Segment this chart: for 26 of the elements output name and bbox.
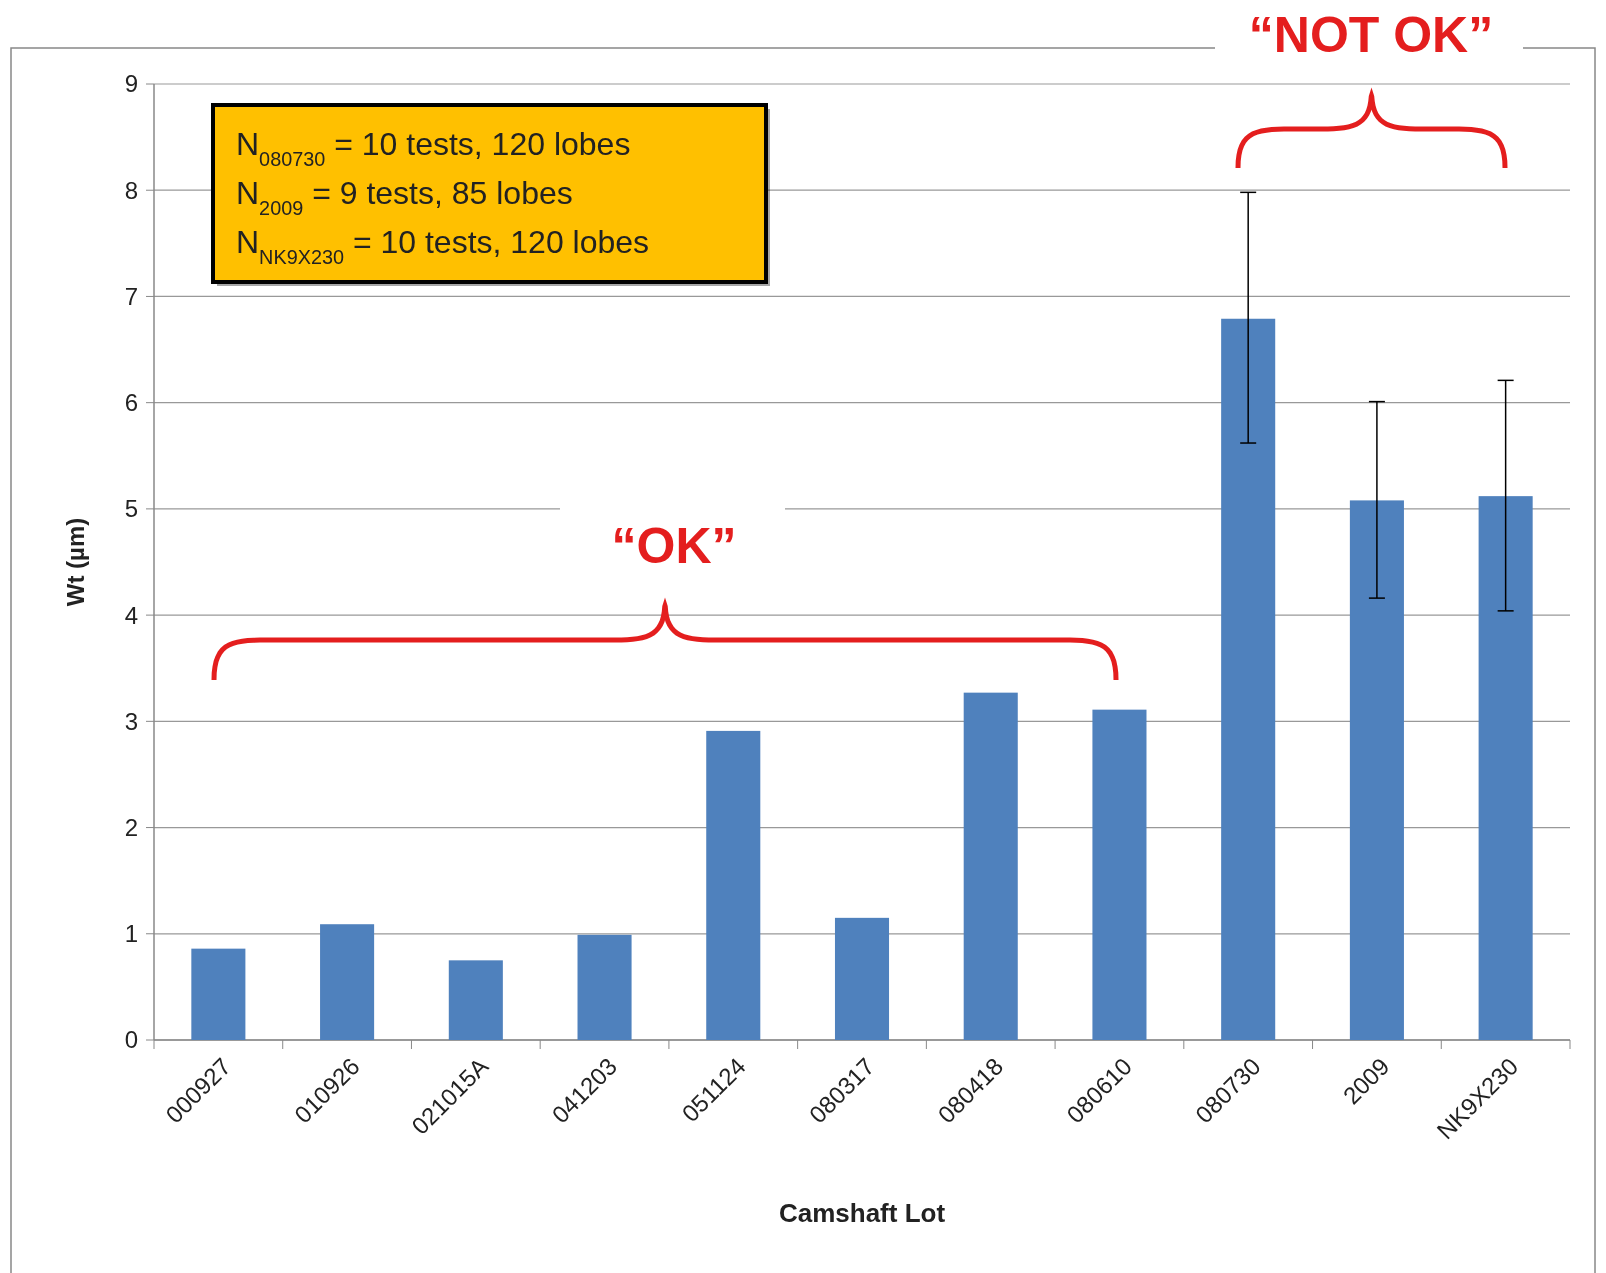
y-tick-label: 4	[124, 601, 138, 629]
bar	[1092, 709, 1147, 1040]
bar	[320, 924, 375, 1040]
y-tick-label: 2	[124, 813, 138, 841]
y-tick-label: 6	[124, 389, 138, 417]
bar	[963, 692, 1018, 1040]
y-tick-label: 9	[124, 70, 138, 98]
bar	[834, 917, 890, 1040]
bar	[1221, 318, 1276, 1040]
annotation: “OK”	[611, 518, 737, 574]
y-tick-label: 7	[124, 282, 138, 310]
y-tick-label: 5	[124, 495, 138, 523]
text: “NOT OK”	[1248, 7, 1494, 63]
bar	[448, 960, 503, 1040]
y-tick-label: 3	[124, 707, 138, 735]
y-tick-label: 8	[124, 176, 138, 204]
y-tick-label: 0	[124, 1026, 138, 1054]
bar	[1349, 500, 1404, 1040]
note-box: N$_{080730}$ = 10 tests, 120 lobes N$_{2009}$ = 9 tests, 85 lobes N$_{NK9X230}$ = 10 tests, 120 lobes	[211, 103, 770, 286]
y-tick-label: 1	[124, 920, 138, 948]
bar	[706, 730, 761, 1040]
bar	[577, 934, 632, 1040]
y-axis-title: Wt (µm)	[62, 517, 89, 607]
bar	[191, 948, 246, 1040]
bar	[1478, 496, 1533, 1040]
x-axis-title: Camshaft Lot	[778, 1198, 946, 1228]
